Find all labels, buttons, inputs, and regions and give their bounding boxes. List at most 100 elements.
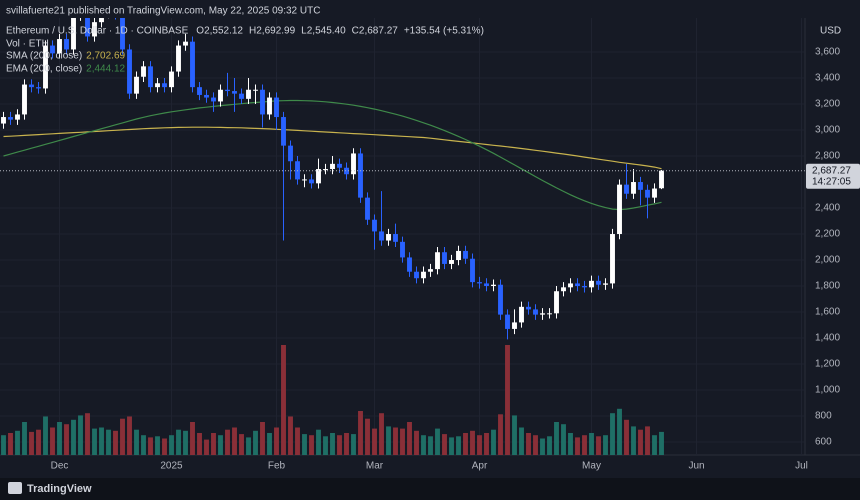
last-price-label: 2,687.27 (812, 165, 851, 176)
volume-bar (183, 430, 188, 455)
y-tick-label: 3,200 (815, 99, 840, 110)
candle-body (645, 189, 650, 198)
candle-body (540, 313, 545, 315)
candle-body (274, 97, 279, 118)
candle-body (176, 45, 181, 72)
candle-body (449, 260, 454, 264)
volume-bar (400, 428, 405, 455)
candle-body (99, 18, 104, 23)
volume-bar (589, 433, 594, 455)
candle-body (85, 18, 90, 37)
symbol: Ethereum / U.S. Dollar · 1D · COINBASE (6, 26, 189, 37)
change: +135.54 (+5.31%) (404, 26, 484, 37)
volume-bar (197, 433, 202, 455)
volume-bar (36, 429, 41, 455)
candle-body (470, 258, 475, 283)
candle-body (43, 45, 48, 89)
candle-body (155, 83, 160, 88)
candle-body (148, 66, 153, 88)
candle-body (232, 91, 237, 94)
candle-body (526, 306, 531, 310)
candle-body (197, 87, 202, 95)
candle-body (281, 117, 286, 146)
indicator-line (3, 99, 662, 211)
candle-body (50, 45, 55, 54)
candle-body (652, 188, 657, 198)
candle-body (309, 179, 314, 184)
volume-bar (309, 435, 314, 455)
volume-bar (449, 437, 454, 455)
volume-bar (260, 422, 265, 455)
volume-bar (477, 435, 482, 455)
candle-body (610, 234, 615, 284)
candle-body (456, 250, 461, 261)
volume-bar (659, 431, 664, 455)
volume-bar (624, 419, 629, 455)
volume-bar (645, 426, 650, 455)
volume-bar (414, 430, 419, 455)
volume-bar (295, 427, 300, 455)
y-tick-label: 1,600 (815, 307, 840, 318)
volume-bar (379, 413, 384, 455)
volume-bar (407, 422, 412, 455)
volume-bar (162, 438, 167, 455)
x-tick-label: May (582, 461, 601, 472)
candle-body (57, 39, 62, 54)
volume-bar (127, 416, 132, 455)
candle-body (337, 163, 342, 168)
volume-bar (8, 433, 13, 455)
y-tick-label: 3,000 (815, 125, 840, 136)
volume-bar (526, 433, 531, 455)
volume-bar (169, 435, 174, 455)
candle-body (561, 287, 566, 292)
candle-body (428, 269, 433, 272)
candle-body (71, 18, 76, 50)
volume-bar (99, 427, 104, 455)
volume-bar (575, 437, 580, 455)
candle-body (498, 284, 503, 315)
candle-body (64, 39, 69, 50)
y-tick-label: 2,800 (815, 151, 840, 162)
x-tick-label: 2025 (160, 461, 183, 472)
volume-bar (519, 427, 524, 455)
candle-body (379, 231, 384, 241)
volume-label: Vol · ETH (6, 39, 49, 50)
candle-body (463, 250, 468, 259)
volume-bar (148, 437, 153, 455)
volume-bar (239, 434, 244, 455)
candle-body (414, 271, 419, 279)
y-tick-label: 800 (815, 411, 832, 422)
volume-bar (456, 436, 461, 455)
volume-bar (253, 430, 258, 455)
y-tick-label: 2,200 (815, 229, 840, 240)
ohlc-key: L (301, 26, 307, 37)
volume-bar (246, 437, 251, 455)
volume-bar (428, 436, 433, 455)
ohlc-value: 2,692.99 (256, 26, 295, 37)
ohlc-key: C (352, 26, 359, 37)
volume-bar (372, 428, 377, 455)
volume-bar (533, 435, 538, 455)
volume-bar (92, 428, 97, 455)
x-tick-label: Apr (472, 461, 488, 472)
volume-bar (568, 433, 573, 455)
volume-bar (610, 413, 615, 455)
candle-body (596, 280, 601, 285)
candle-body (372, 219, 377, 232)
indicator-name: EMA (200, close) (6, 64, 82, 75)
volume-bar (120, 418, 125, 455)
volume-bar (134, 429, 139, 455)
candle-body (533, 309, 538, 315)
volume-bar (204, 439, 209, 455)
candle-body (421, 271, 426, 279)
candle-body (204, 94, 209, 98)
candle-body (477, 282, 482, 284)
candle-body (519, 306, 524, 323)
candle-body (547, 313, 552, 315)
candle-body (491, 284, 496, 287)
volume-bar (267, 433, 272, 455)
volume-bar (603, 435, 608, 455)
volume-bar (113, 430, 118, 455)
